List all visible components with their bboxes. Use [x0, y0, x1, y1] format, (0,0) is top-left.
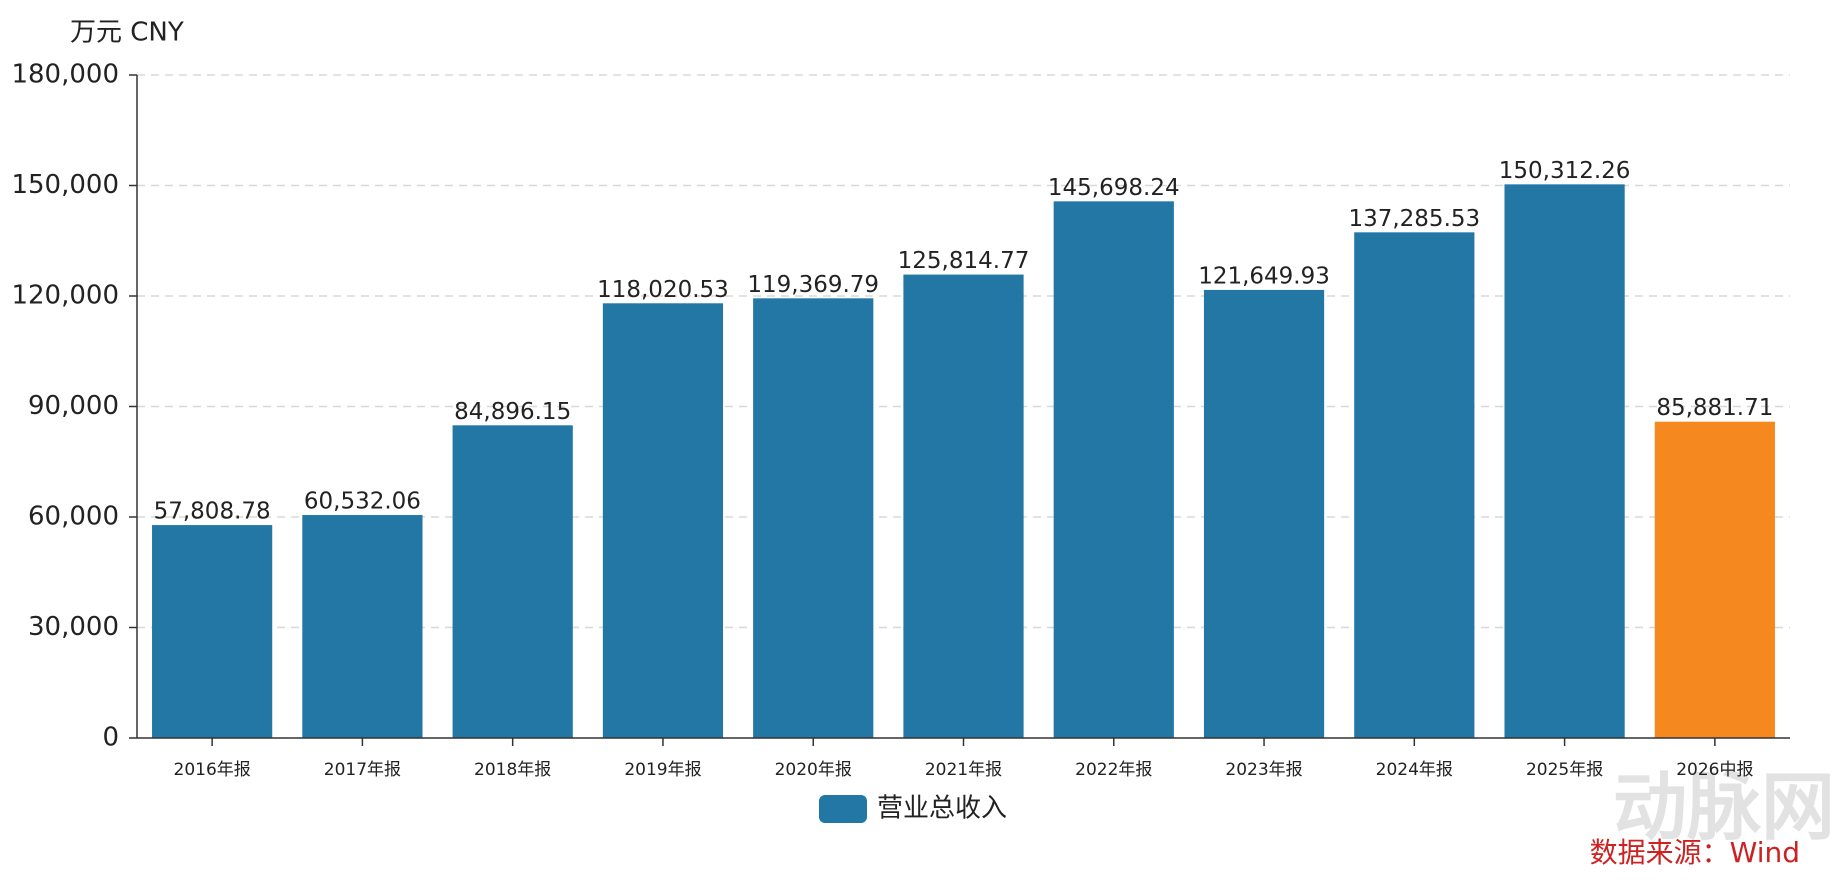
bar [903, 274, 1024, 738]
y-tick-label: 60,000 [28, 502, 119, 532]
x-tick-label: 2023年报 [1225, 760, 1302, 780]
y-tick-label: 0 [102, 723, 119, 753]
watermark: 动脉网 [1613, 765, 1835, 851]
bar [302, 515, 423, 738]
legend-label: 营业总收入 [877, 794, 1007, 824]
value-label: 85,881.71 [1656, 395, 1773, 421]
value-label: 57,808.78 [154, 499, 271, 525]
unit-label: 万元 CNY [70, 18, 184, 48]
bar [1203, 289, 1325, 738]
bar [1354, 232, 1475, 738]
x-tick-label: 2017年报 [324, 760, 401, 780]
y-tick-label: 30,000 [28, 612, 119, 642]
value-label: 121,649.93 [1198, 263, 1330, 289]
bar [753, 298, 874, 738]
x-tick-label: 2016年报 [174, 760, 251, 780]
legend-swatch [819, 795, 867, 823]
bar [1654, 421, 1775, 738]
value-label: 119,369.79 [747, 272, 879, 298]
value-label: 84,896.15 [454, 399, 571, 425]
bar [152, 525, 273, 738]
x-tick-label: 2025年报 [1526, 760, 1603, 780]
bar [602, 303, 724, 738]
bar [1053, 201, 1174, 738]
x-tick-label: 2018年报 [474, 760, 551, 780]
y-tick-label: 150,000 [11, 170, 119, 200]
x-tick-label: 2020年报 [775, 760, 852, 780]
value-label: 145,698.24 [1048, 175, 1180, 201]
x-tick-label: 2021年报 [925, 760, 1002, 780]
y-tick-label: 120,000 [11, 281, 119, 311]
x-tick-label: 2019年报 [624, 760, 701, 780]
y-tick-label: 90,000 [28, 391, 119, 421]
source-note: 数据来源：Wind [1590, 836, 1800, 869]
bar [452, 425, 573, 738]
value-label: 60,532.06 [304, 489, 421, 515]
value-label: 150,312.26 [1499, 158, 1631, 184]
x-tick-label: 2024年报 [1376, 760, 1453, 780]
value-label: 125,814.77 [898, 248, 1030, 274]
y-tick-label: 180,000 [11, 60, 119, 90]
value-label: 118,020.53 [597, 277, 729, 303]
bar [1504, 184, 1625, 738]
x-tick-label: 2022年报 [1075, 760, 1152, 780]
value-label: 137,285.53 [1348, 206, 1480, 232]
x-tick-label: 2026中报 [1676, 760, 1753, 780]
